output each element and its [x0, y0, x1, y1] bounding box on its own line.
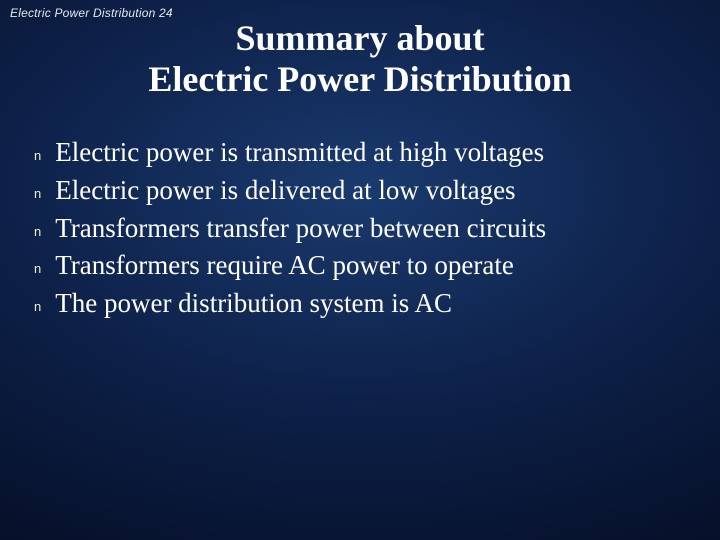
list-item: n Electric power is delivered at low vol… — [34, 174, 690, 208]
bullet-marker-icon: n — [34, 224, 41, 239]
title-line-1: Summary about — [235, 18, 484, 58]
title-line-2: Electric Power Distribution — [148, 59, 571, 99]
bullet-marker-icon: n — [34, 261, 41, 276]
bullet-text: Transformers require AC power to operate — [55, 249, 514, 283]
list-item: n Electric power is transmitted at high … — [34, 136, 690, 170]
bullet-text: Electric power is delivered at low volta… — [55, 174, 515, 208]
list-item: n Transformers require AC power to opera… — [34, 249, 690, 283]
bullet-text: The power distribution system is AC — [55, 287, 452, 321]
slide: Electric Power Distribution 24 Summary a… — [0, 0, 720, 540]
bullet-marker-icon: n — [34, 186, 41, 201]
slide-title: Summary about Electric Power Distributio… — [0, 18, 720, 101]
bullet-marker-icon: n — [34, 148, 41, 163]
bullet-marker-icon: n — [34, 299, 41, 314]
bullet-text: Electric power is transmitted at high vo… — [55, 136, 544, 170]
list-item: n Transformers transfer power between ci… — [34, 212, 690, 246]
bullet-list: n Electric power is transmitted at high … — [34, 136, 690, 325]
list-item: n The power distribution system is AC — [34, 287, 690, 321]
bullet-text: Transformers transfer power between circ… — [55, 212, 546, 246]
